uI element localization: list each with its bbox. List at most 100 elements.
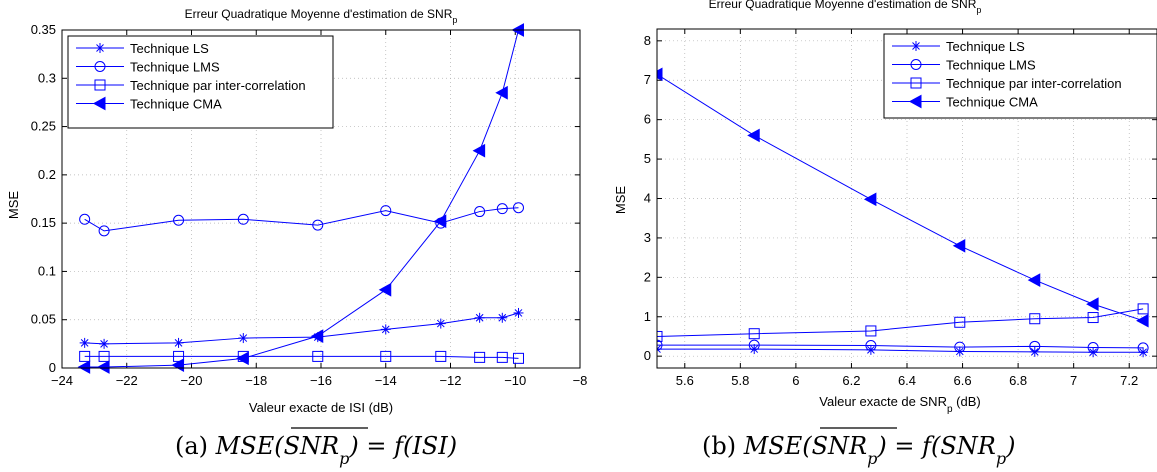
chart-a-point-3-0: [77, 360, 91, 374]
chart-a-legend-marker-2: [94, 79, 106, 91]
chart-a-point-2-5: [380, 350, 392, 362]
chart-a-point-3-6: [433, 214, 447, 229]
chart-a-point-3-8: [495, 85, 508, 100]
chart-a-xtick-label: −8: [573, 373, 588, 388]
chart-b-point-2-4: [1029, 313, 1041, 325]
chart-a-series-line-1: [84, 207, 519, 232]
chart-b-point-2-1: [748, 328, 760, 340]
chart-b-point-2-2: [865, 325, 877, 337]
chart-a-xtick-label: −24: [51, 373, 73, 388]
chart-a-point-2-9: [512, 352, 524, 364]
chart-a-point-1-2: [173, 214, 185, 226]
chart-a-xtick-label: −12: [439, 373, 461, 388]
chart-b-ytick-label: 7: [644, 72, 651, 87]
chart-b-point-1-0: [657, 339, 663, 351]
chart-b-point-0-6: [1138, 347, 1149, 358]
chart-b-legend-label-2: Technique par inter-correlation: [946, 76, 1122, 91]
chart-a-point-2-0: [79, 350, 91, 362]
chart-a-point-0-7: [474, 312, 485, 323]
chart-b-point-3-2: [863, 192, 877, 207]
chart-b-legend-label-3: Technique CMA: [946, 95, 1038, 110]
chart-b-ytick-label: 0: [644, 348, 651, 363]
chart-a-legend-marker-0: [95, 43, 105, 53]
chart-a-xtick-label: −14: [375, 373, 397, 388]
chart-a-series-line-0: [84, 312, 519, 345]
chart-a-point-3-3: [236, 351, 249, 366]
chart-a-point-2-4: [312, 350, 324, 362]
chart-b-series-line-1: [657, 344, 1144, 349]
chart-a: Erreur Quadratique Moyenne d'estimation …: [6, 7, 587, 415]
chart-a-point-0-2: [173, 337, 184, 348]
chart-b: Erreur Quadratique Moyenne d'estimation …: [613, 0, 1157, 415]
chart-a-series-line-3: [84, 29, 519, 368]
chart-a-ytick-label: 0.1: [38, 263, 56, 278]
chart-a-point-1-5: [380, 205, 392, 217]
chart-a-point-0-5: [380, 324, 391, 335]
chart-a-xtick-label: −10: [504, 373, 526, 388]
chart-a-xtick-label: −22: [116, 373, 138, 388]
chart-b-ytick-label: 1: [644, 309, 651, 324]
chart-a-point-1-1: [98, 225, 110, 237]
chart-b-ytick-label: 2: [644, 269, 651, 284]
chart-b-xtick-label: 5.6: [676, 373, 694, 388]
chart-b-legend-marker-3: [908, 94, 922, 109]
chart-a-ytick-label: 0.05: [31, 312, 56, 327]
chart-b-xlabel: Valeur exacte de SNRp (dB): [819, 394, 980, 415]
chart-b-point-3-3: [952, 238, 966, 253]
chart-b-point-1-3: [954, 341, 966, 353]
chart-b-legend-marker-1: [910, 59, 922, 70]
chart-a-point-2-7: [474, 351, 486, 363]
chart-a-ytick-label: 0.25: [31, 119, 56, 134]
chart-a-xtick-label: −16: [310, 373, 332, 388]
chart-b-ytick-label: 8: [644, 33, 651, 48]
chart-b-point-3-6: [1136, 313, 1149, 328]
chart-a-point-1-0: [79, 213, 91, 225]
chart-a-ylabel: MSE: [6, 191, 21, 220]
chart-a-ytick-label: 0: [49, 360, 56, 375]
chart-a-legend-marker-3: [92, 96, 106, 111]
chart-b-series-line-2: [657, 308, 1144, 337]
chart-b-ytick-label: 4: [644, 191, 651, 206]
chart-a-xtick-label: −18: [245, 373, 267, 388]
chart-b-legend-marker-0: [911, 41, 921, 51]
chart-b-point-1-6: [1137, 342, 1149, 354]
chart-a-legend-label-3: Technique CMA: [130, 97, 222, 112]
chart-b-legend: [883, 33, 1157, 119]
chart-b-ylabel: MSE: [613, 186, 628, 215]
chart-a-point-2-8: [496, 351, 508, 363]
chart-a-point-0-1: [99, 338, 110, 349]
chart-a-ytick-label: 0.35: [31, 22, 56, 37]
chart-a-point-3-7: [472, 143, 486, 158]
chart-a-point-2-6: [435, 350, 447, 362]
chart-b-series-layer: [657, 67, 1149, 358]
chart-b-point-2-0: [657, 330, 663, 342]
chart-b-point-2-5: [1087, 312, 1099, 324]
chart-b-point-2-3: [954, 316, 966, 328]
chart-b-point-3-0: [657, 67, 663, 82]
chart-b-xtick-label: 6.4: [898, 373, 916, 388]
chart-b-point-0-2: [865, 344, 876, 355]
chart-a-point-3-5: [378, 282, 392, 297]
chart-a-ytick-label: 0.15: [31, 215, 56, 230]
chart-a-axes-box: [61, 29, 581, 369]
chart-b-ytick-label: 3: [644, 230, 651, 245]
chart-b-xtick-label: 6.8: [1009, 373, 1027, 388]
chart-b-point-1-4: [1029, 340, 1041, 352]
chart-a-point-1-8: [496, 203, 508, 215]
chart-b-axes-box: [656, 28, 1157, 369]
chart-b-title: Erreur Quadratique Moyenne d'estimation …: [709, 0, 982, 15]
chart-a-point-0-9: [513, 307, 524, 318]
chart-b-xtick-label: 6.6: [954, 373, 972, 388]
chart-a-point-0-3: [238, 333, 249, 344]
chart-a-xlabel: Valeur exacte de ISI (dB): [249, 400, 393, 415]
chart-b-point-3-4: [1027, 273, 1041, 287]
chart-a-legend: [67, 35, 334, 129]
chart-a-title: Erreur Quadratique Moyenne d'estimation …: [185, 7, 458, 25]
chart-a-ytick-label: 0.3: [38, 70, 56, 85]
chart-a-point-1-7: [474, 206, 486, 218]
chart-b-ytick-label: 5: [644, 151, 651, 166]
chart-a-point-1-4: [312, 219, 324, 231]
chart-a-series-line-2: [84, 355, 519, 359]
chart-b-xtick-label: 7.2: [1120, 373, 1138, 388]
